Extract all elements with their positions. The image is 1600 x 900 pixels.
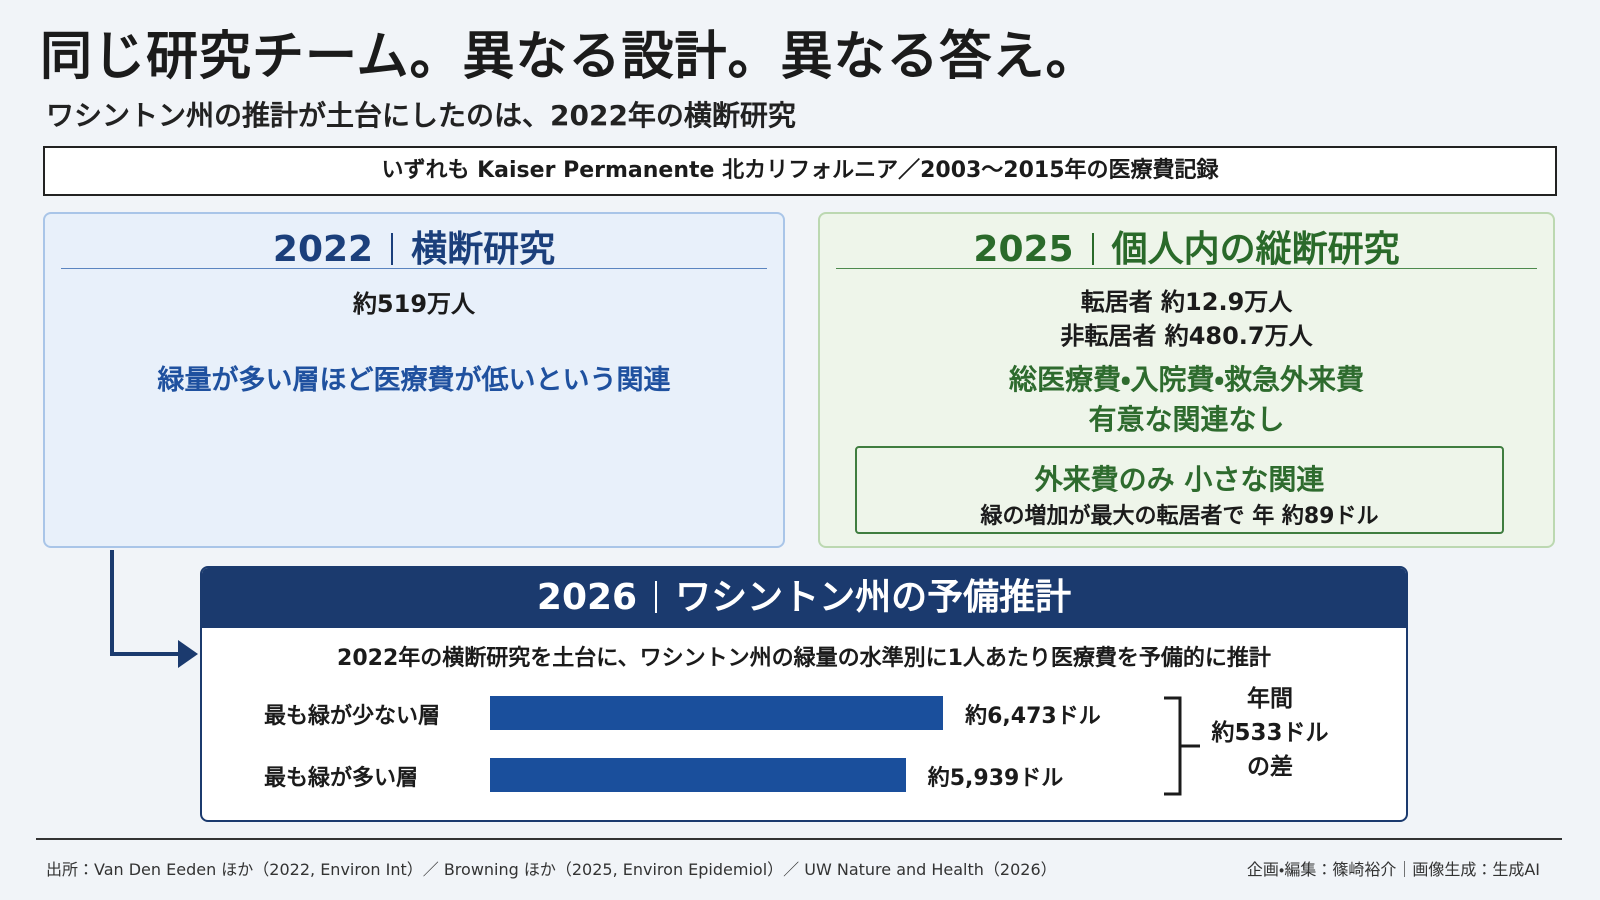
label: 個人内の縦断研究 bbox=[1111, 229, 1400, 270]
source: 出所：Van Den Eeden ほか（2022, Environ Int）／ … bbox=[46, 860, 1057, 879]
panel-heading: 2026 ワシントン州の予備推計 bbox=[202, 568, 1406, 628]
note-title: 外来費のみ 小さな関連 bbox=[1034, 463, 1325, 496]
finding: 緑量が多い層ほど医療費が低いという関連 bbox=[157, 365, 671, 396]
value-label: 約5,939ドル bbox=[927, 766, 1064, 791]
note-box: 外来費のみ 小さな関連 緑の増加が最大の転居者で 年 約89ドル bbox=[855, 446, 1504, 534]
footer-rule bbox=[36, 838, 1562, 840]
description: 2022年の横断研究を土台に、ワシントン州の緑量の水準別に1人あたり医療費を予備… bbox=[337, 646, 1271, 671]
year: 2026 bbox=[536, 577, 638, 618]
year: 2025 bbox=[973, 229, 1074, 270]
separator bbox=[655, 581, 658, 613]
title: 同じ研究チーム。異なる設計。異なる答え。 bbox=[40, 27, 1099, 87]
value-label: 約6,473ドル bbox=[965, 704, 1101, 729]
arrow-head bbox=[178, 640, 198, 668]
bar-label: 最も緑が少ない層 bbox=[264, 704, 441, 729]
arrow-line bbox=[110, 550, 180, 656]
difference: 年間 約533ドル の差 bbox=[1202, 682, 1338, 784]
separator bbox=[391, 233, 394, 265]
label: ワシントン州の予備推計 bbox=[675, 577, 1072, 618]
difference-line: 約533ドル bbox=[1211, 720, 1329, 746]
bottom-panel: 2026 ワシントン州の予備推計 2022年の横断研究を土台に、ワシントン州の緑量… bbox=[200, 566, 1408, 822]
right-panel: 2025 個人内の縦断研究 転居者 約12.9万人 非転居者 約480.7万人 総… bbox=[818, 212, 1555, 548]
credit: 企画・編集：篠崎裕介｜画像生成：生成AI bbox=[1246, 860, 1540, 879]
finding: 総医療費・入院費・救急外来費 bbox=[1008, 363, 1365, 396]
left-panel: 2022 横断研究 約519万人 緑量が多い層ほど医療費が低いという関連 bbox=[43, 212, 785, 548]
population: 転居者 約12.9万人 bbox=[1080, 288, 1293, 316]
divider bbox=[61, 268, 767, 269]
population: 約519万人 bbox=[352, 290, 476, 318]
banner: いずれも Kaiser Permanente 北カリフォルニア／2003〜201… bbox=[43, 146, 1557, 196]
difference-line: の差 bbox=[1247, 754, 1293, 780]
note-text: 緑の増加が最大の転居者で 年 約89ドル bbox=[980, 504, 1379, 529]
panel-heading: 2022 横断研究 bbox=[45, 220, 783, 272]
separator bbox=[1091, 233, 1094, 265]
bracket bbox=[1164, 696, 1200, 796]
bar bbox=[490, 758, 906, 792]
finding: 有意な関連なし bbox=[1088, 403, 1285, 436]
label: 横断研究 bbox=[411, 229, 556, 270]
year: 2022 bbox=[272, 229, 374, 270]
panel-heading: 2025 個人内の縦断研究 bbox=[820, 220, 1553, 272]
difference-line: 年間 bbox=[1247, 686, 1293, 712]
divider bbox=[836, 268, 1537, 269]
bar-label: 最も緑が多い層 bbox=[264, 766, 419, 791]
subtitle: ワシントン州の推計が土台にしたのは、2022年の横断研究 bbox=[46, 99, 796, 132]
bar bbox=[490, 696, 944, 730]
population: 非転居者 約480.7万人 bbox=[1060, 322, 1313, 350]
